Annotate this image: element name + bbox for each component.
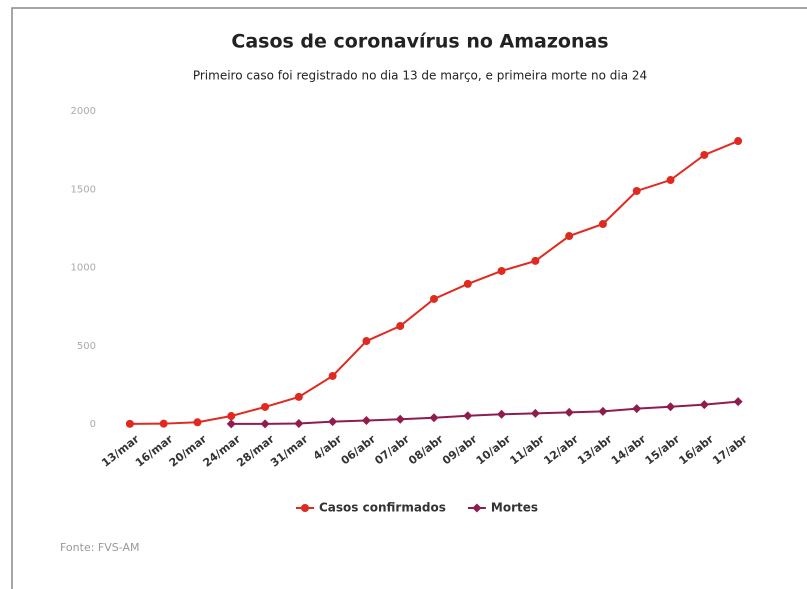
x-tick-label: 06/abr [339, 432, 379, 467]
data-point [125, 419, 134, 428]
chart-title: Casos de coronavírus no Amazonas [231, 31, 608, 53]
data-point [361, 416, 371, 426]
data-point [226, 419, 236, 429]
legend-label: Casos confirmados [319, 501, 446, 515]
data-point [463, 279, 472, 288]
data-point [565, 232, 574, 241]
x-tick-label: 10/abr [474, 432, 514, 467]
data-point [261, 402, 270, 411]
series-line [231, 400, 739, 425]
legend-marker [301, 504, 309, 512]
data-point [497, 266, 506, 275]
data-point [294, 419, 304, 429]
data-point [598, 406, 608, 416]
data-point [362, 337, 371, 346]
x-tick-label: 16/abr [676, 432, 716, 467]
data-point [227, 412, 236, 421]
x-tick-label: 15/abr [643, 432, 683, 467]
data-point [632, 404, 642, 414]
series-line [129, 140, 739, 425]
data-point [396, 322, 405, 331]
x-tick-label: 12/abr [541, 432, 581, 467]
data-point [430, 294, 438, 303]
data-point [666, 402, 676, 412]
data-point [734, 137, 743, 146]
data-point [328, 371, 337, 380]
y-tick-label: 1000 [71, 263, 96, 274]
x-tick-label: 31/mar [268, 432, 311, 469]
data-point [632, 186, 641, 195]
data-point [294, 392, 303, 401]
x-tick-label: 11/abr [508, 432, 548, 467]
data-point [463, 411, 473, 421]
data-point [733, 397, 743, 407]
y-tick-label: 0 [90, 419, 96, 430]
y-tick-label: 1500 [71, 184, 96, 195]
legend-label: Mortes [491, 501, 538, 515]
chart-subtitle: Primeiro caso foi registrado no dia 13 d… [193, 69, 647, 83]
data-point [564, 407, 574, 417]
x-tick-label: 08/abr [406, 432, 446, 467]
x-tick-label: 17/abr [710, 432, 750, 467]
data-point [700, 150, 709, 159]
legend-marker [472, 503, 482, 513]
data-point [666, 176, 675, 185]
data-point [531, 256, 540, 265]
data-point [699, 400, 709, 410]
data-point [598, 219, 607, 228]
x-tick-label: 09/abr [440, 432, 480, 467]
frame [11, 7, 807, 589]
data-point [429, 413, 439, 423]
data-point [193, 418, 202, 427]
data-point [260, 419, 270, 429]
data-point [328, 417, 338, 427]
x-tick-label: 14/abr [609, 432, 649, 467]
x-tick-label: 13/abr [575, 432, 615, 467]
data-point [159, 419, 168, 428]
data-point [395, 414, 405, 424]
data-point [530, 408, 540, 418]
y-tick-label: 500 [77, 341, 96, 352]
x-tick-label: 07/abr [372, 432, 412, 467]
source: Fonte: FVS-AM [60, 541, 140, 554]
y-tick-label: 2000 [71, 106, 96, 117]
data-point [497, 409, 507, 419]
